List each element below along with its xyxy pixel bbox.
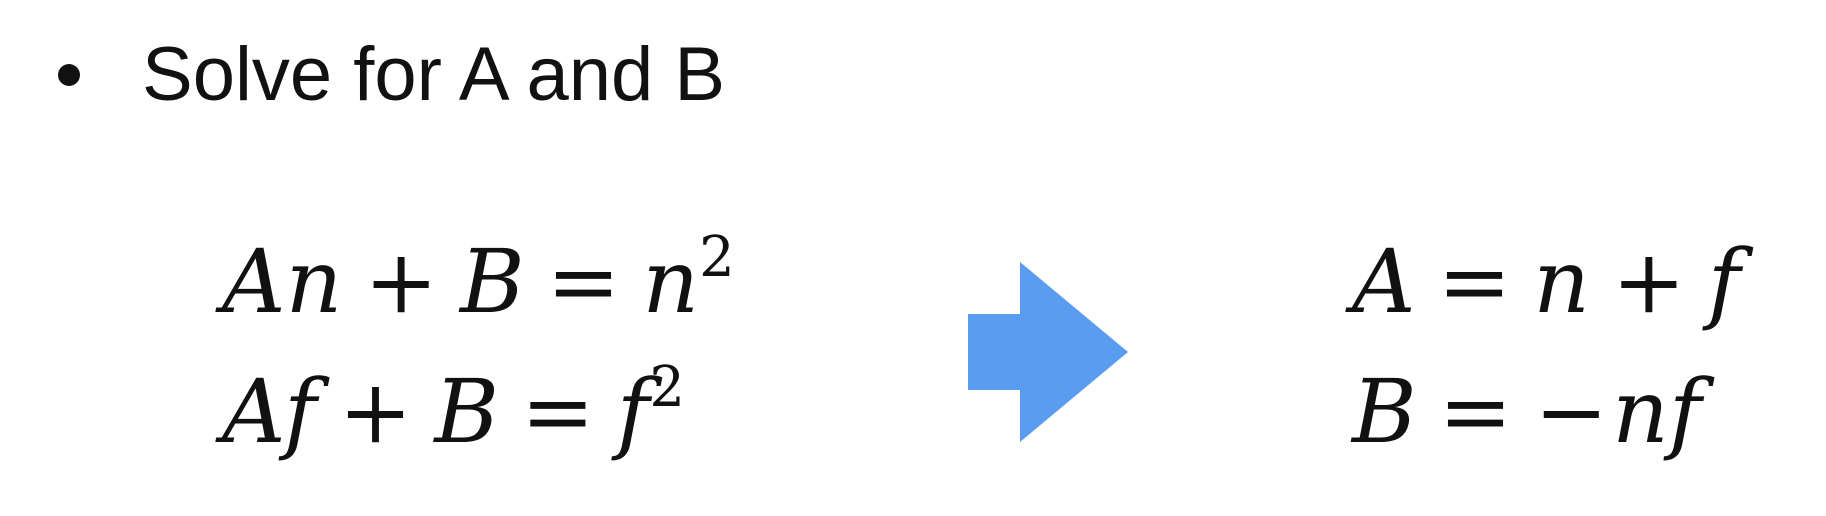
eq-var: f [616,360,650,463]
bullet-item: Solve for A and B [58,30,725,120]
eq-operator: − [1534,360,1609,463]
eq-operator: + [338,360,413,463]
eq-var: n [1533,230,1590,333]
eq-var: f [1668,360,1702,463]
eq-var: B [1352,360,1417,463]
eq-var: n [1612,360,1669,463]
equation-left-1: An + B = n2 [222,229,735,333]
equation-right-2: B = −nf [1352,362,1701,462]
eq-var: B [459,230,525,333]
eq-var: A [1352,230,1416,333]
eq-var: A [222,230,286,333]
equation-right-1: A = n + f [1352,232,1740,332]
eq-operator: = [1437,230,1512,333]
eq-exponent: 2 [699,224,735,290]
bullet-text: Solve for A and B [142,32,726,117]
bullet-dot-icon [58,64,80,86]
eq-operator: + [1611,230,1686,333]
right-arrow-icon [968,262,1128,442]
eq-exponent: 2 [649,354,685,420]
eq-var: n [642,230,700,333]
equation-left-2: Af + B = f2 [222,359,685,463]
eq-var: f [284,360,317,463]
eq-var: n [285,230,343,333]
eq-operator: = [521,360,595,463]
eq-operator: + [364,230,438,333]
eq-var: f [1707,230,1741,333]
eq-operator: = [1438,360,1513,463]
eq-operator: = [546,230,621,333]
eq-var: B [434,360,499,463]
eq-var: A [222,360,285,463]
